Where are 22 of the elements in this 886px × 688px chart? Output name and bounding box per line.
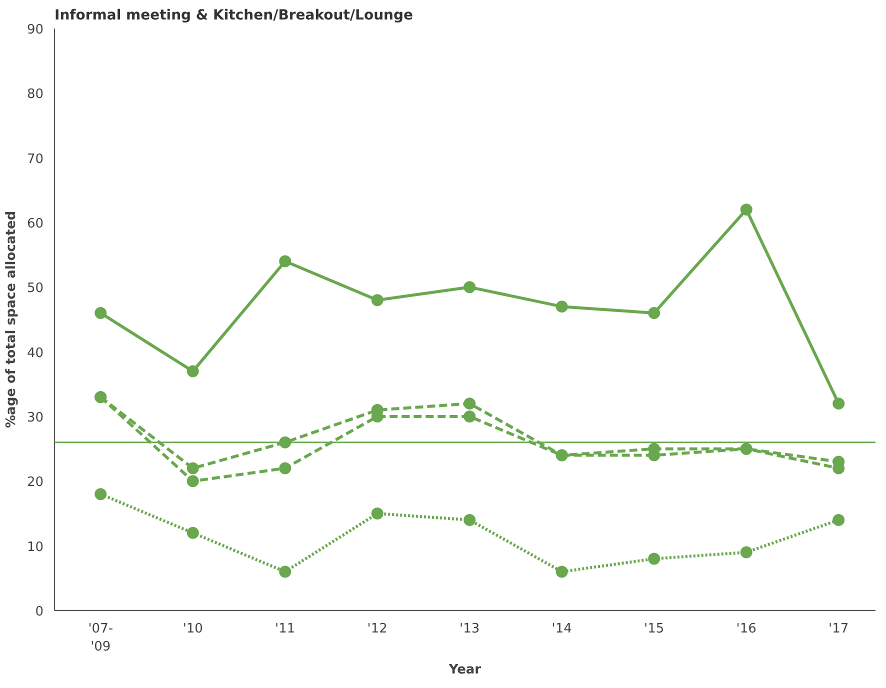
y-tick-label: 30: [26, 410, 44, 426]
y-tick-label: 40: [26, 346, 44, 361]
y-tick-label: 80: [26, 87, 44, 102]
x-tick-label: '07- '09: [88, 622, 114, 654]
y-tick-label: 10: [26, 540, 44, 555]
y-tick-label: 20: [26, 475, 44, 490]
y-tick-label: 0: [35, 604, 44, 620]
y-tick-label: 60: [26, 216, 44, 232]
x-tick-label: '10: [182, 622, 203, 636]
x-axis-title: Year: [448, 662, 482, 678]
x-tick-label: '15: [644, 622, 664, 636]
x-tick-label: '16: [736, 622, 756, 636]
x-tick-label: '17: [828, 622, 849, 636]
chart-title: Informal meeting & Kitchen/Breakout/Lounge: [54, 8, 414, 24]
x-tick-label: '13: [460, 622, 480, 636]
x-tick-label: '14: [552, 622, 572, 636]
y-tick-label: 50: [26, 281, 44, 296]
y-axis-title: %age of total space allocated: [4, 211, 19, 428]
x-tick-label: '12: [367, 622, 388, 636]
y-tick-label: 90: [26, 22, 44, 38]
y-tick-label: 70: [26, 152, 44, 167]
x-tick-label: '11: [275, 622, 296, 636]
